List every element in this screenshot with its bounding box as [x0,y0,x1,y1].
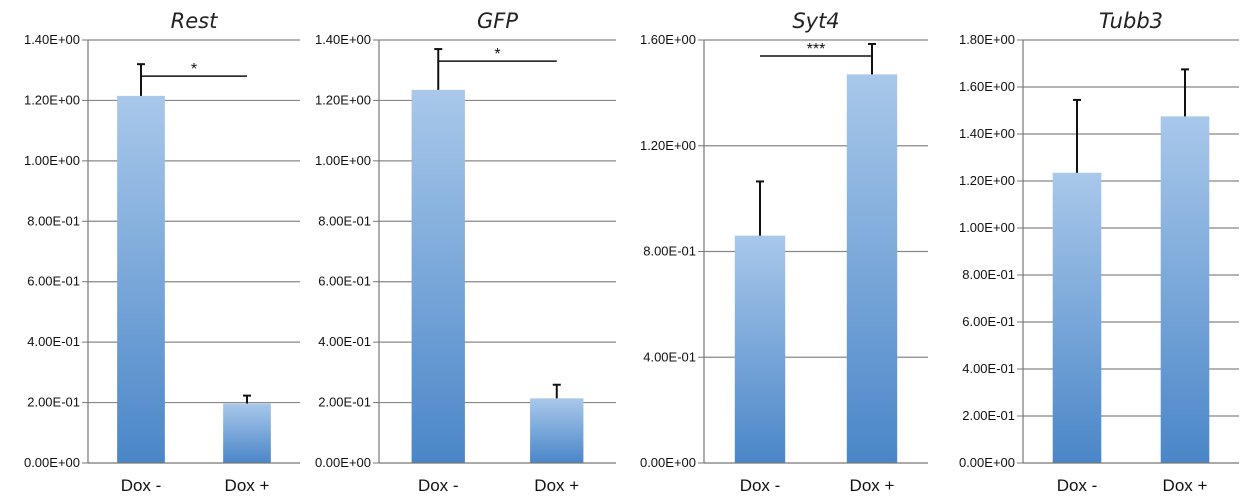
bar [530,398,584,463]
bar [1160,116,1210,463]
chart-svg: 0.00E+00 2.00E-01 4.00E-01 6.00E-01 8.00E-01… [315,9,616,495]
y-tick-label: 4.00E-01 [643,349,696,364]
y-tick-label: 8.00E-01 [643,244,696,259]
chart-title: Tubb3 [1099,9,1163,33]
y-tick-label: 8.00E-01 [27,213,80,228]
significance-label: * [191,61,197,78]
chart-panel-syt4: 0.00E+00 4.00E-01 8.00E-01 1.20E+00 1.60E+00… [622,0,934,499]
x-tick-label: Dox - [740,476,781,495]
y-tick-label: 1.40E+00 [315,32,371,47]
chart-title: Rest [171,9,218,33]
bar [1052,172,1102,463]
y-tick-label: 0.00E+00 [315,455,371,470]
x-tick-label: Dox + [1163,476,1208,495]
x-tick-label: Dox - [121,476,162,495]
chart-panel-gfp: 0.00E+00 2.00E-01 4.00E-01 6.00E-01 8.00E-01… [311,0,622,499]
y-tick-label: 1.00E+00 [24,153,80,168]
y-tick-label: 2.00E-01 [27,395,80,410]
y-tick-label: 1.00E+00 [959,220,1015,235]
bar [223,403,271,463]
y-tick-label: 0.00E+00 [959,455,1015,470]
y-tick-label: 4.00E-01 [27,334,80,349]
y-tick-label: 4.00E-01 [962,361,1015,376]
bar [117,95,165,464]
y-tick-label: 1.40E+00 [959,126,1015,141]
x-tick-label: Dox + [225,476,270,495]
y-tick-label: 1.20E+00 [959,173,1015,188]
x-tick-label: Dox - [1057,476,1098,495]
y-tick-label: 1.20E+00 [24,92,80,107]
chart-panel-tubb3: 0.00E+00 2.00E-01 4.00E-01 6.00E-01 8.00E-01… [934,0,1245,499]
y-tick-label: 8.00E-01 [962,267,1015,282]
bar [411,89,465,463]
y-tick-label: 2.00E-01 [318,395,371,410]
chart-svg: 0.00E+00 2.00E-01 4.00E-01 6.00E-01 8.00E-01… [24,9,300,495]
y-tick-label: 6.00E-01 [27,274,80,289]
y-tick-label: 8.00E-01 [318,213,371,228]
y-tick-label: 1.60E+00 [959,79,1015,94]
y-tick-label: 1.80E+00 [959,32,1015,47]
y-tick-label: 6.00E-01 [318,274,371,289]
y-tick-label: 0.00E+00 [640,455,696,470]
chart-panel-rest: 0.00E+00 2.00E-01 4.00E-01 6.00E-01 8.00E-01… [0,0,311,499]
y-tick-label: 0.00E+00 [24,455,80,470]
significance-label: *** [807,41,826,58]
y-tick-label: 4.00E-01 [318,334,371,349]
y-tick-label: 6.00E-01 [962,314,1015,329]
y-tick-label: 1.00E+00 [315,153,371,168]
x-tick-label: Dox + [534,476,579,495]
y-tick-label: 1.20E+00 [315,92,371,107]
y-tick-label: 1.60E+00 [640,32,696,47]
y-tick-label: 2.00E-01 [962,408,1015,423]
significance-label: * [494,46,500,63]
y-tick-label: 1.20E+00 [640,138,696,153]
y-tick-label: 1.40E+00 [24,32,80,47]
bar [846,74,898,464]
chart-title: GFP [477,9,518,33]
x-tick-label: Dox + [850,476,895,495]
chart-svg: 0.00E+00 4.00E-01 8.00E-01 1.20E+00 1.60E+00… [640,9,928,495]
chart-svg: 0.00E+00 2.00E-01 4.00E-01 6.00E-01 8.00E-01… [959,9,1239,495]
chart-title: Syt4 [792,9,839,33]
bar [734,235,786,463]
x-tick-label: Dox - [418,476,459,495]
